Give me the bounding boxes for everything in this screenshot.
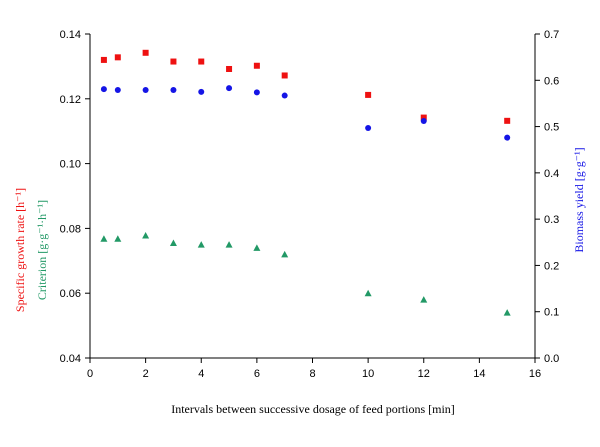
data-point-triangle bbox=[197, 241, 205, 248]
data-point-square bbox=[365, 91, 372, 98]
x-tick-label: 0 bbox=[87, 368, 93, 380]
data-point-triangle bbox=[281, 250, 289, 258]
y-right-tick-label: 0.5 bbox=[544, 122, 559, 134]
series-triangle-marks bbox=[100, 232, 511, 316]
x-tick-label: 16 bbox=[529, 368, 541, 380]
data-point-square bbox=[504, 117, 511, 124]
y-left-tick-label: 0.06 bbox=[60, 288, 81, 300]
x-axis: 0 2 4 6 8 10 12 14 16 bbox=[87, 358, 541, 380]
y-left-tick-label: 0.04 bbox=[60, 353, 81, 365]
data-point-triangle bbox=[100, 235, 108, 242]
y-right-tick-label: 0.0 bbox=[544, 353, 559, 365]
plot-area bbox=[89, 34, 536, 359]
x-tick-label: 8 bbox=[309, 368, 315, 380]
y-left-tick-label: 0.10 bbox=[60, 159, 81, 171]
data-point-square bbox=[142, 49, 149, 56]
data-point-square bbox=[100, 56, 107, 63]
data-point-square bbox=[114, 54, 121, 61]
data-point-circle bbox=[114, 87, 121, 94]
x-tick-label: 2 bbox=[143, 368, 149, 380]
data-point-square bbox=[170, 58, 177, 65]
series-circle-marks bbox=[100, 85, 511, 141]
y-left-tick-label: 0.12 bbox=[60, 94, 81, 106]
data-point-square bbox=[226, 65, 233, 72]
y-axis-left: 0.04 0.06 0.08 0.10 0.12 0.14 bbox=[60, 29, 90, 365]
data-point-circle bbox=[281, 92, 288, 99]
data-point-triangle bbox=[114, 235, 122, 242]
x-axis-title: Intervals between successive dosage of f… bbox=[171, 402, 455, 416]
x-tick-label: 14 bbox=[473, 368, 485, 380]
y-axis-title-growth-rate: Specific growth rate [h⁻¹] bbox=[13, 188, 27, 312]
y-left-tick-label: 0.14 bbox=[60, 29, 81, 41]
y-right-tick-label: 0.2 bbox=[544, 260, 559, 272]
data-point-circle bbox=[420, 118, 427, 125]
data-point-circle bbox=[198, 88, 205, 95]
data-point-triangle bbox=[364, 289, 372, 297]
data-point-triangle bbox=[169, 239, 177, 246]
x-tick-label: 12 bbox=[418, 368, 430, 380]
data-point-circle bbox=[226, 85, 233, 92]
data-point-triangle bbox=[420, 296, 428, 303]
y-axis-title-criterion: Criterion [g·g⁻¹·h⁻¹] bbox=[35, 200, 49, 300]
data-point-triangle bbox=[225, 241, 233, 248]
data-point-triangle bbox=[503, 309, 511, 316]
y-left-tick-label: 0.08 bbox=[60, 223, 81, 235]
y-right-tick-label: 0.6 bbox=[544, 75, 559, 87]
y-right-tick-label: 0.1 bbox=[544, 307, 559, 319]
data-marks bbox=[100, 49, 511, 316]
data-point-square bbox=[281, 72, 288, 79]
data-point-circle bbox=[142, 87, 149, 94]
data-point-triangle bbox=[142, 232, 150, 239]
data-point-circle bbox=[253, 89, 260, 96]
y-axis-title-biomass-yield: Biomass yield [g·g⁻¹] bbox=[572, 147, 586, 252]
data-point-triangle bbox=[253, 244, 261, 251]
y-right-tick-label: 0.7 bbox=[544, 29, 559, 41]
x-tick-label: 4 bbox=[198, 368, 204, 380]
data-point-square bbox=[420, 114, 427, 121]
data-point-square bbox=[253, 62, 260, 69]
x-tick-label: 10 bbox=[362, 368, 374, 380]
data-point-circle bbox=[100, 86, 107, 93]
y-axis-right: 0.0 0.1 0.2 0.3 0.4 0.5 0.6 0.7 bbox=[535, 29, 559, 365]
y-right-tick-label: 0.3 bbox=[544, 214, 559, 226]
y-right-tick-label: 0.4 bbox=[544, 168, 559, 180]
data-point-square bbox=[198, 58, 205, 65]
data-point-circle bbox=[170, 87, 177, 94]
x-tick-label: 6 bbox=[254, 368, 260, 380]
series-square-marks bbox=[100, 49, 511, 124]
data-point-circle bbox=[504, 134, 511, 141]
data-point-circle bbox=[365, 124, 372, 131]
